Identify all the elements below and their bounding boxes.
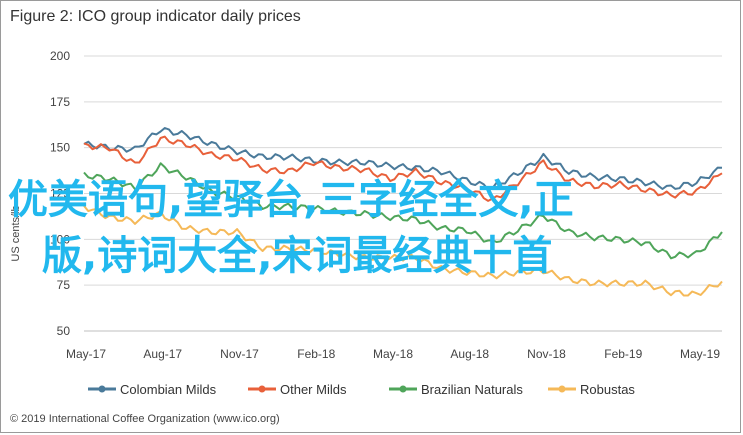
x-tick-label: Aug-18: [450, 347, 489, 361]
y-axis-label: US cents/lb: [10, 205, 22, 261]
y-tick-label: 100: [50, 232, 70, 246]
legend-marker: [399, 385, 407, 393]
x-tick-label: May-17: [66, 347, 106, 361]
y-tick-labels: 50 75 100 125 150 175 200: [50, 49, 70, 338]
copyright-footer: © 2019 International Coffee Organization…: [10, 413, 280, 425]
legend-marker: [558, 385, 566, 393]
overlay-line-2: 版,诗词大全,宋词最经典十首: [42, 233, 553, 279]
series-line-other-milds: [83, 135, 723, 202]
x-tick-label: Feb-18: [297, 347, 335, 361]
legend-label: Colombian Milds: [120, 382, 217, 397]
series-line-colombian-milds: [83, 127, 723, 191]
series-line-robustas: [83, 205, 723, 297]
chart-title: Figure 2: ICO group indicator daily pric…: [10, 8, 301, 25]
series-line-brazilian-naturals: [83, 162, 723, 260]
legend: Colombian Milds Other Milds Brazilian Natu…: [88, 382, 635, 397]
series-lines: [83, 127, 723, 297]
x-tick-label: May-18: [373, 347, 413, 361]
legend-label: Other Milds: [280, 382, 347, 397]
legend-marker: [258, 385, 266, 393]
legend-marker: [98, 385, 106, 393]
y-tick-label: 175: [50, 95, 70, 109]
legend-label: Brazilian Naturals: [421, 382, 523, 397]
y-tick-label: 150: [50, 141, 70, 155]
x-tick-label: Nov-18: [527, 347, 566, 361]
x-tick-labels: May-17 Aug-17 Nov-17 Feb-18 May-18 Aug-18 Nov-…: [66, 347, 720, 361]
gridlines: [84, 55, 722, 332]
x-tick-label: Aug-17: [143, 347, 182, 361]
legend-label: Robustas: [580, 382, 635, 397]
y-tick-label: 50: [57, 324, 71, 338]
y-tick-label: 200: [50, 49, 70, 63]
overlay-line-1: 优美语句,望驿台,三字经全文,正: [8, 177, 574, 223]
overlay-text: 优美语句,望驿台,三字经全文,正 版,诗词大全,宋词最经典十首: [8, 172, 668, 284]
x-tick-label: Feb-19: [604, 347, 642, 361]
x-tick-label: May-19: [680, 347, 720, 361]
y-tick-label: 125: [50, 187, 70, 201]
y-tick-label: 75: [57, 278, 71, 292]
x-tick-label: Nov-17: [220, 347, 259, 361]
